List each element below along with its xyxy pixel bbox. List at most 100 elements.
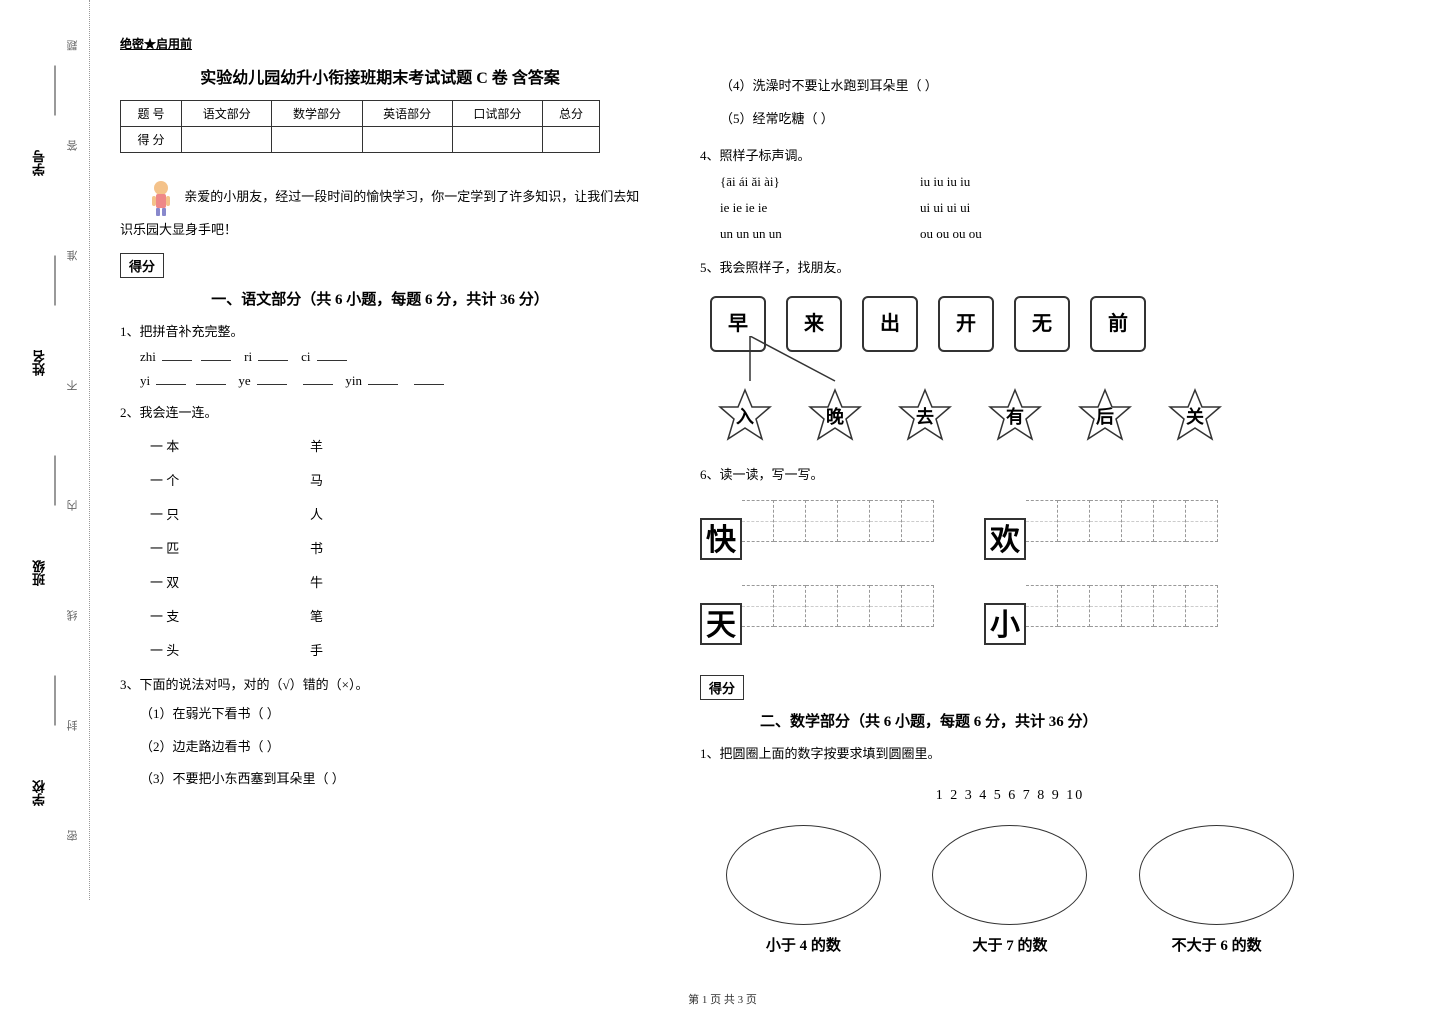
write-cell[interactable] [1090,500,1122,542]
school-label: 学校 [30,780,49,806]
circle-1[interactable] [726,825,881,925]
binding-margin: 学校 班级 姓名 学号 密 封 线 内 不 准 答 题 [50,0,90,900]
pinyin: yin [345,373,362,388]
write-cell[interactable] [742,500,774,542]
q4-row: un un un un [720,221,920,247]
write-cell[interactable] [838,585,870,627]
write-cell[interactable] [838,500,870,542]
circle-3[interactable] [1139,825,1294,925]
th-chinese: 语文部分 [182,101,272,127]
write-group: 欢 [984,500,1218,560]
seal-xian: 线 [65,610,81,621]
q3-item: （2）边走路边看书（ ） [140,731,640,764]
blank[interactable] [317,347,347,361]
write-cell[interactable] [1026,585,1058,627]
name-label: 姓名 [30,350,49,376]
write-cell[interactable] [870,585,902,627]
q4-label: 4、照样子标声调。 [700,143,1320,169]
confidential-header: 绝密★启用前 [120,35,640,52]
match-row: 一 只人 [150,502,640,528]
s2-q1: 1、把圆圈上面的数字按要求填到圆圈里。 1 2 3 4 5 6 7 8 9 10… [700,741,1320,961]
blank[interactable] [303,371,333,385]
write-cell[interactable] [1186,500,1218,542]
write-cell[interactable] [774,585,806,627]
pinyin: ri [244,349,252,364]
match-right: 羊 [310,434,390,460]
q2: 2、我会连一连。 一 本羊一 个马一 只人一 匹书一 双牛一 支笔一 头手 [120,400,640,664]
pinyin: ci [301,349,310,364]
write-cell[interactable] [774,500,806,542]
blank[interactable] [257,371,287,385]
left-column: 绝密★启用前 实验幼儿园幼升小衔接班期末考试试题 C 卷 含答案 题 号 语文部… [120,35,640,804]
match-container: 一 本羊一 个马一 只人一 匹书一 双牛一 支笔一 头手 [120,434,640,664]
q1-label: 1、把拼音补充完整。 [120,319,640,345]
q4: 4、照样子标声调。 {āi ái ǎi ài} ie ie ie ieun un… [700,143,1320,247]
match-left: 一 个 [150,468,230,494]
q6-row2: 天小 [700,585,1320,645]
section1-header: 得分 [120,253,640,278]
write-cell[interactable] [902,500,934,542]
th-oral: 口试部分 [452,101,542,127]
match-line-svg [740,336,840,386]
write-cell[interactable] [1154,585,1186,627]
q4-row: ui ui ui ui [920,195,982,221]
circle-2[interactable] [932,825,1087,925]
write-group: 小 [984,585,1218,645]
write-cell[interactable] [742,585,774,627]
score-cell[interactable] [362,127,452,153]
seal-zhun: 准 [65,250,81,261]
write-cell[interactable] [1058,500,1090,542]
char-box: 前 [1090,296,1146,352]
blank[interactable] [368,371,398,385]
write-cell[interactable] [1122,500,1154,542]
write-cell[interactable] [1186,585,1218,627]
row-score-label: 得 分 [121,127,182,153]
blank[interactable] [201,347,231,361]
s2-q1-label: 1、把圆圈上面的数字按要求填到圆圈里。 [700,741,1320,767]
right-column: （4）洗澡时不要让水跑到耳朵里（ ）（5）经常吃糖（ ） 4、照样子标声调。 {… [700,70,1320,969]
q6-row1: 快欢 [700,500,1320,560]
blank[interactable] [162,347,192,361]
write-cell[interactable] [902,585,934,627]
write-cell[interactable] [1026,500,1058,542]
seal-feng: 封 [65,720,81,731]
circles-row: 小于 4 的数 大于 7 的数 不大于 6 的数 [700,825,1320,961]
pinyin: yi [140,373,150,388]
match-row: 一 个马 [150,468,640,494]
class-blank [55,456,56,506]
blank[interactable] [156,371,186,385]
score-cell[interactable] [543,127,600,153]
exam-title: 实验幼儿园幼升小衔接班期末考试试题 C 卷 含答案 [120,64,640,88]
score-box: 得分 [700,675,744,700]
score-cell[interactable] [272,127,362,153]
q3-item: （1）在弱光下看书（ ） [140,698,640,731]
seal-ti: 题 [65,40,81,51]
match-right: 马 [310,468,390,494]
match-left: 一 本 [150,434,230,460]
blank[interactable] [258,347,288,361]
id-blank [55,66,56,116]
circle-label-1: 小于 4 的数 [726,931,881,961]
pinyin: ye [238,373,250,388]
q3-item: （4）洗澡时不要让水跑到耳朵里（ ） [720,70,1320,103]
blank[interactable] [196,371,226,385]
write-cell[interactable] [806,500,838,542]
blank[interactable] [414,371,444,385]
seal-da: 答 [65,140,81,151]
star-box: 入 [715,387,775,447]
score-cell[interactable] [182,127,272,153]
q4-row: ou ou ou ou [920,221,982,247]
write-cell[interactable] [806,585,838,627]
write-cell[interactable] [1058,585,1090,627]
write-cell[interactable] [1154,500,1186,542]
match-left: 一 支 [150,604,230,630]
write-cell[interactable] [1122,585,1154,627]
write-cell[interactable] [1090,585,1122,627]
match-row: 一 支笔 [150,604,640,630]
q3-item: （5）经常吃糖（ ） [720,103,1320,136]
number-list: 1 2 3 4 5 6 7 8 9 10 [700,782,1320,810]
score-cell[interactable] [452,127,542,153]
write-cell[interactable] [870,500,902,542]
q1: 1、把拼音补充完整。 zhi ri ci yi ye yin [120,319,640,392]
q5-bottom-row: 入晚去有后关 [700,387,1320,447]
